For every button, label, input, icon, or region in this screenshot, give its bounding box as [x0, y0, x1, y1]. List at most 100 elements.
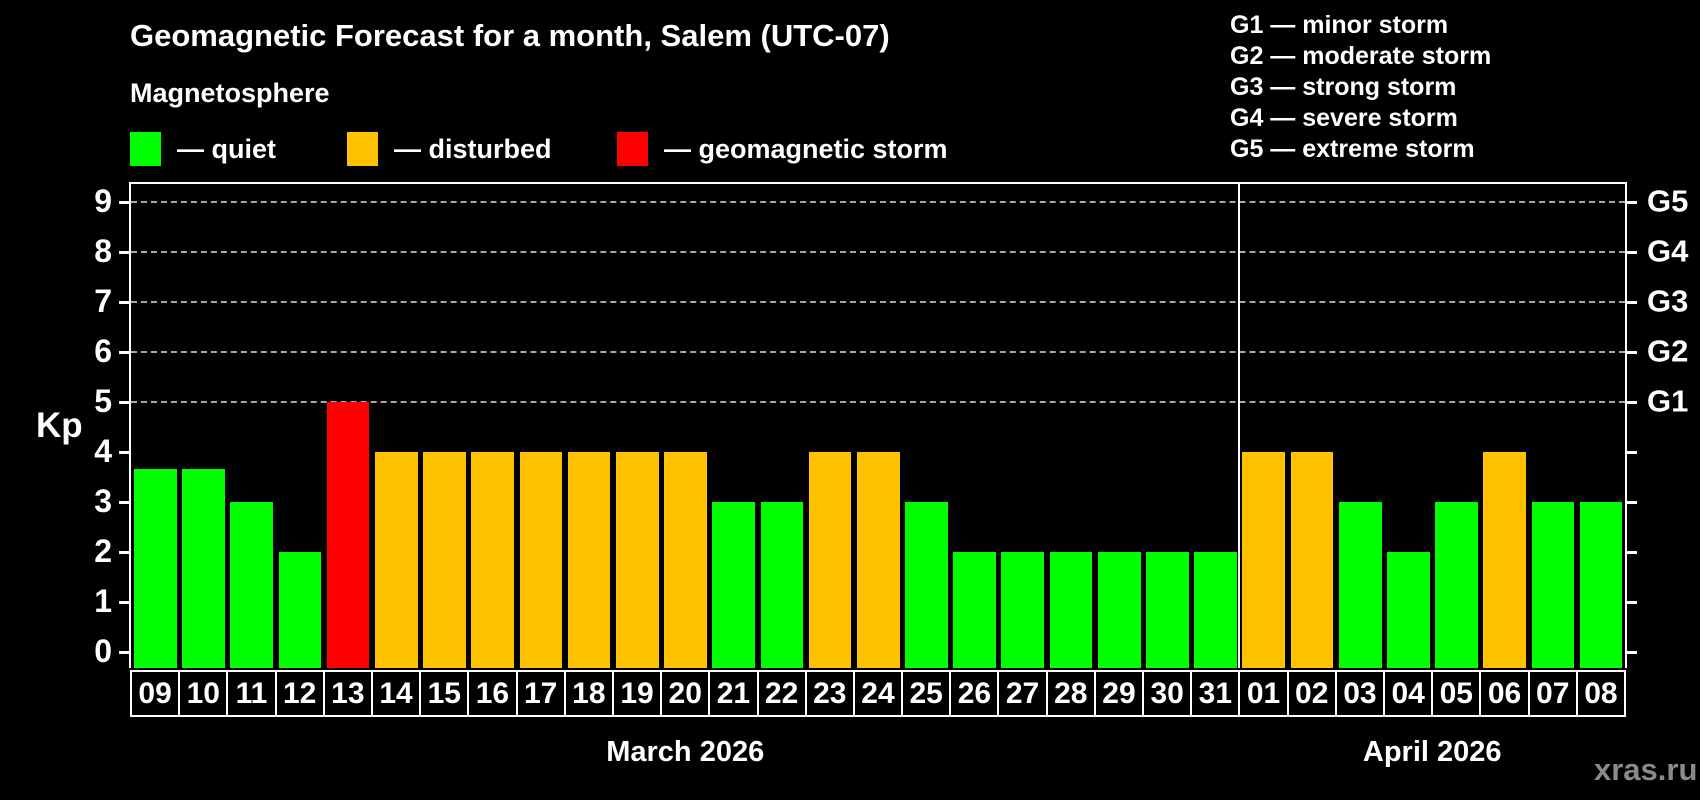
bar-day-29	[1097, 552, 1141, 668]
bar-day-17	[519, 452, 563, 668]
x-tick-label-box: 07	[1527, 670, 1578, 717]
x-tick-label-box: 25	[901, 670, 952, 717]
bar-day-04	[1387, 552, 1430, 668]
bar-day-31	[1194, 552, 1237, 668]
y-axis-tick-left	[119, 401, 130, 404]
y-axis-tick-right	[1626, 301, 1637, 304]
x-tick-label-box: 05	[1431, 670, 1482, 717]
bar-day-26	[953, 552, 996, 668]
x-tick-label-box: 14	[370, 670, 422, 717]
bar-day-24	[856, 452, 900, 668]
y-axis-tick-right	[1626, 551, 1637, 554]
y-axis-tick-left	[119, 451, 130, 454]
x-tick-label-box: 28	[1045, 670, 1096, 717]
g-scale-legend-line: G4 — severe storm	[1230, 104, 1458, 132]
g-axis-label-g2: G2	[1647, 333, 1689, 369]
y-axis-tick-left	[119, 601, 130, 604]
bar-day-22	[760, 502, 804, 668]
bar-day-11	[230, 502, 274, 668]
bar-day-28	[1049, 552, 1093, 668]
bar-day-13	[326, 402, 370, 668]
y-axis-tick-right	[1626, 501, 1637, 504]
x-tick-label-box: 20	[660, 670, 711, 717]
bar-day-20	[664, 452, 707, 668]
bar-day-14	[374, 452, 418, 668]
y-tick-label: 0	[94, 632, 112, 669]
y-axis-tick-right	[1626, 401, 1637, 404]
legend-item-label: — quiet	[177, 133, 276, 164]
y-axis-tick-left	[119, 251, 130, 254]
storm-color-swatch	[617, 132, 648, 166]
bar-day-01	[1242, 452, 1286, 668]
gridline-kp6	[131, 351, 1625, 353]
x-tick-label-box: 19	[611, 670, 663, 717]
legend-item-disturbed: — disturbed	[347, 130, 552, 168]
g-scale-legend: G1 — minor storm G2 — moderate storm G3 — …	[1230, 10, 1491, 165]
g-axis-label-g1: G1	[1647, 383, 1689, 419]
y-axis-tick-left	[119, 551, 130, 554]
x-tick-label-box: 01	[1238, 670, 1289, 717]
y-axis-tick-right	[1626, 251, 1637, 254]
x-tick-label-box: 03	[1334, 670, 1386, 717]
x-tick-label-box: 11	[226, 670, 277, 717]
y-axis-tick-right	[1626, 201, 1637, 204]
bar-day-27	[1001, 552, 1045, 668]
x-tick-label-box: 21	[708, 670, 759, 717]
x-tick-label-box: 12	[274, 670, 325, 717]
x-tick-label-box: 06	[1479, 670, 1530, 717]
x-tick-label-box: 31	[1190, 670, 1241, 717]
bar-day-23	[808, 452, 852, 668]
y-axis-tick-left	[119, 351, 130, 354]
quiet-color-swatch	[130, 132, 161, 166]
x-tick-label-box: 29	[1093, 670, 1145, 717]
x-tick-label-box: 04	[1383, 670, 1434, 717]
g-scale-legend-line: G2 — moderate storm	[1230, 42, 1492, 70]
bar-day-03	[1338, 502, 1382, 668]
y-axis-tick-left	[119, 501, 130, 504]
month-divider	[1238, 184, 1241, 668]
bar-day-06	[1483, 452, 1527, 668]
y-tick-label: 3	[94, 482, 112, 519]
gridline-kp9	[131, 201, 1625, 203]
y-tick-label: 1	[94, 582, 112, 619]
y-tick-label: 4	[94, 432, 112, 469]
x-tick-label-box: 17	[515, 670, 566, 717]
bar-day-02	[1290, 452, 1334, 668]
bar-day-08	[1579, 502, 1623, 668]
x-tick-label-box: 24	[852, 670, 904, 717]
y-tick-label: 2	[94, 532, 112, 569]
g-axis-label-g3: G3	[1647, 283, 1689, 319]
x-tick-label-box: 02	[1286, 670, 1337, 717]
y-axis-tick-left	[119, 651, 130, 654]
y-axis-tick-right	[1626, 651, 1637, 654]
y-tick-label: 9	[94, 182, 112, 219]
month-label: March 2026	[606, 736, 765, 768]
bar-day-16	[471, 452, 515, 668]
legend-heading: Magnetosphere	[130, 78, 330, 108]
g-scale-legend-line: G5 — extreme storm	[1230, 135, 1475, 163]
gridline-kp5	[131, 401, 1625, 403]
g-scale-legend-line: G3 — strong storm	[1230, 73, 1457, 101]
bar-day-07	[1531, 502, 1575, 668]
legend-item-label: — disturbed	[394, 133, 552, 164]
month-label: April 2026	[1362, 736, 1502, 768]
bar-day-18	[567, 452, 611, 668]
bar-day-30	[1146, 552, 1189, 668]
bar-day-19	[615, 452, 659, 668]
legend-item-quiet: — quiet	[130, 130, 276, 168]
x-tick-label-box: 08	[1575, 670, 1626, 717]
x-tick-label-box: 27	[997, 670, 1048, 717]
x-tick-label-box: 18	[563, 670, 614, 717]
legend-item-label: — geomagnetic storm	[664, 133, 948, 164]
page-title: Geomagnetic Forecast for a month, Salem …	[130, 18, 890, 53]
x-tick-label-box: 30	[1142, 670, 1193, 717]
y-axis-label: Kp	[36, 406, 83, 445]
bar-day-09	[134, 468, 177, 668]
y-tick-label: 6	[94, 332, 112, 369]
gridline-kp8	[131, 251, 1625, 253]
bar-day-21	[712, 502, 755, 668]
y-axis-tick-left	[119, 201, 130, 204]
y-axis-tick-right	[1626, 601, 1637, 604]
watermark: xras.ru	[1594, 752, 1698, 787]
